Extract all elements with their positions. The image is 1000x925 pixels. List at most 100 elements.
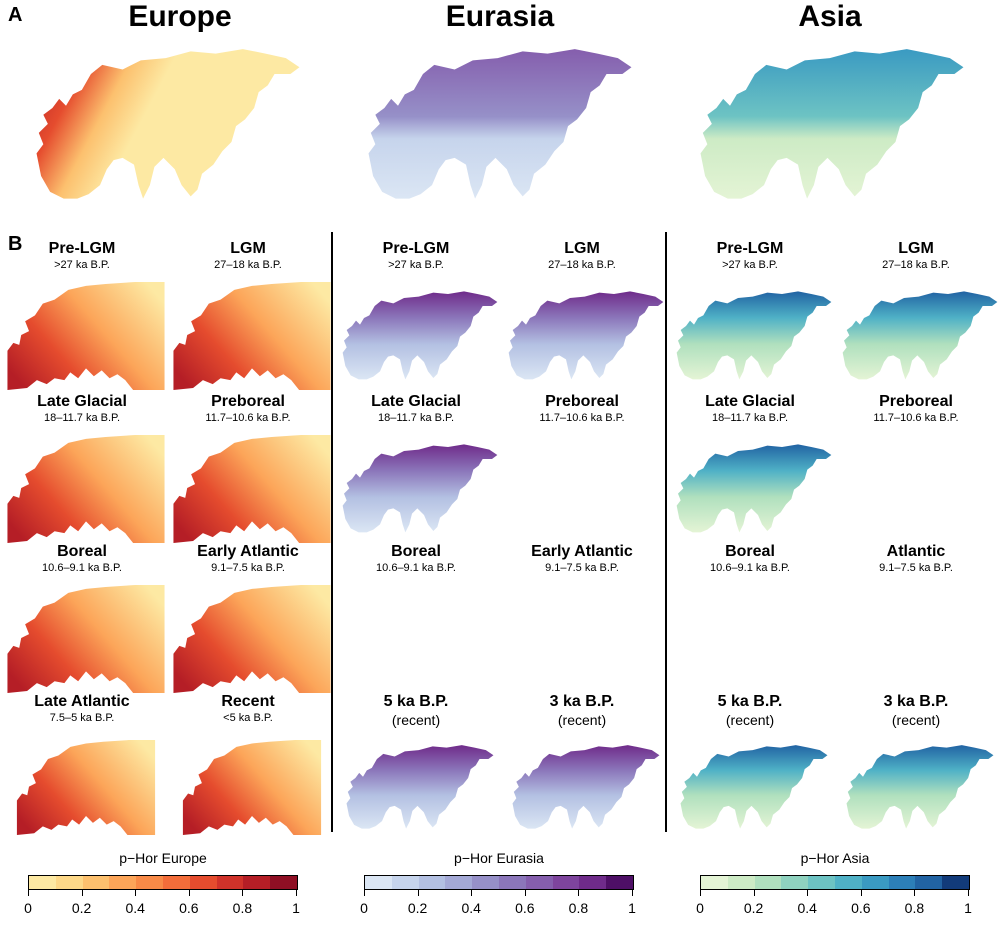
period-header-europe: Preboreal 11.7–10.6 ka B.P. (168, 393, 328, 425)
map-eurasia-8 (512, 745, 660, 829)
period-header-eurasia: Late Glacial 18–11.7 ka B.P. (336, 393, 496, 425)
legend-tick (417, 890, 419, 896)
period-dates: 10.6–9.1 ka B.P. (376, 562, 456, 574)
period-dates: 9.1–7.5 ka B.P. (545, 562, 619, 574)
legend-swatch (136, 876, 163, 889)
period-name: Early Atlantic (531, 543, 633, 560)
legend-tick-label: 0.4 (461, 900, 481, 916)
legend-tick-label: 0.4 (125, 900, 145, 916)
period-name: LGM (898, 240, 934, 257)
legend-tick-label: 0.8 (904, 900, 925, 916)
legend-swatch (701, 876, 728, 889)
legend-tick (28, 890, 29, 896)
legend-colorbar (28, 875, 298, 890)
legend-tick (914, 890, 916, 896)
legend-swatch (365, 876, 392, 889)
period-name: 5 ka B.P. (383, 693, 449, 710)
period-name: 3 ka B.P. (549, 693, 615, 710)
map-europe-4 (173, 435, 331, 543)
legend-swatch (55, 876, 83, 889)
legend-tick (632, 890, 633, 896)
period-header-asia: LGM 27–18 ka B.P. (836, 240, 996, 272)
legend-swatch (754, 876, 782, 889)
legend-swatch (445, 876, 473, 889)
divider-1 (331, 232, 333, 832)
period-dates: 27–18 ka B.P. (214, 259, 282, 271)
legend-tick-label: 0 (360, 900, 368, 916)
period-header-eurasia: LGM 27–18 ka B.P. (502, 240, 662, 272)
period-dates: <5 ka B.P. (223, 712, 273, 724)
period-name: LGM (230, 240, 266, 257)
legend-swatch (861, 876, 889, 889)
period-header-asia: Late Glacial 18–11.7 ka B.P. (670, 393, 830, 425)
period-dates: >27 ka B.P. (388, 259, 444, 271)
legend-swatch (888, 876, 916, 889)
period-name: Atlantic (886, 543, 946, 560)
legend-tick (296, 890, 297, 896)
legend-tick-label: 1 (628, 900, 636, 916)
legend-tick (471, 890, 473, 896)
legend-swatch (834, 876, 862, 889)
period-name: 5 ka B.P. (717, 693, 783, 710)
map-eurasia-2 (508, 291, 664, 380)
period-header-europe: Recent <5 ka B.P. (168, 693, 328, 725)
period-name: Pre-LGM (48, 240, 116, 257)
period-name: LGM (564, 240, 600, 257)
period-dates: >27 ka B.P. (54, 259, 110, 271)
legend-tick-label: 0 (24, 900, 32, 916)
period-header-eurasia: Pre-LGM >27 ka B.P. (336, 240, 496, 272)
map-asia-1 (676, 291, 832, 380)
legend-colorbar (700, 875, 970, 890)
legend-tick (700, 890, 701, 896)
period-header-eurasia: Boreal 10.6–9.1 ka B.P. (336, 543, 496, 575)
panel-a-label: A (8, 4, 23, 26)
map-a-asia (700, 49, 964, 199)
period-dates: 9.1–7.5 ka B.P. (211, 562, 285, 574)
map-asia-7 (680, 745, 828, 829)
period-dates: 18–11.7 ka B.P. (377, 412, 455, 424)
period-dates: 9.1–7.5 ka B.P. (879, 562, 953, 574)
legend-tick (578, 890, 580, 896)
period-dates: 11.7–10.6 ka B.P. (205, 412, 291, 424)
legend-swatch (472, 876, 499, 889)
period-name: Recent (221, 693, 275, 710)
legend-tick-label: 0 (696, 900, 704, 916)
map-eurasia-7 (346, 745, 494, 829)
period-header-asia: 5 ka B.P. (recent) (670, 693, 830, 729)
period-header-asia: 3 ka B.P. (recent) (836, 693, 996, 729)
legend-title: p−Hor Asia (800, 850, 870, 866)
map-europe-2 (173, 282, 331, 390)
legend-swatch (109, 876, 137, 889)
period-header-europe: Boreal 10.6–9.1 ka B.P. (2, 543, 162, 575)
legend-swatch (216, 876, 244, 889)
period-dates: (recent) (557, 712, 607, 728)
map-eurasia-1 (342, 291, 498, 380)
period-name: Late Glacial (705, 393, 795, 410)
period-dates: 11.7–10.6 ka B.P. (539, 412, 625, 424)
period-name: Preboreal (879, 393, 953, 410)
period-header-europe: Late Atlantic 7.5–5 ka B.P. (2, 693, 162, 725)
map-asia-8 (846, 745, 994, 829)
legend-tick (860, 890, 862, 896)
period-dates: 11.7–10.6 ka B.P. (873, 412, 959, 424)
legend-swatch (418, 876, 446, 889)
legend-swatch (552, 876, 580, 889)
period-header-europe: LGM 27–18 ka B.P. (168, 240, 328, 272)
legend-tick (81, 890, 83, 896)
title-asia: Asia (798, 0, 862, 33)
map-europe-3 (7, 435, 165, 543)
period-header-eurasia: Preboreal 11.7–10.6 ka B.P. (502, 393, 662, 425)
period-dates: 27–18 ka B.P. (548, 259, 616, 271)
map-europe-7 (16, 740, 156, 835)
period-header-eurasia: 3 ka B.P. (recent) (502, 693, 662, 729)
period-name: Boreal (391, 543, 441, 560)
period-dates: 7.5–5 ka B.P. (49, 712, 115, 724)
period-dates: 10.6–9.1 ka B.P. (42, 562, 122, 574)
legend-tick-label: 0.8 (232, 900, 253, 916)
legend-tick-label: 0.4 (797, 900, 817, 916)
map-europe-8 (182, 740, 322, 835)
legend-tick-label: 1 (964, 900, 972, 916)
legend-swatch (727, 876, 755, 889)
legend-tick-label: 0.2 (743, 900, 764, 916)
legend-tick-label: 1 (292, 900, 300, 916)
